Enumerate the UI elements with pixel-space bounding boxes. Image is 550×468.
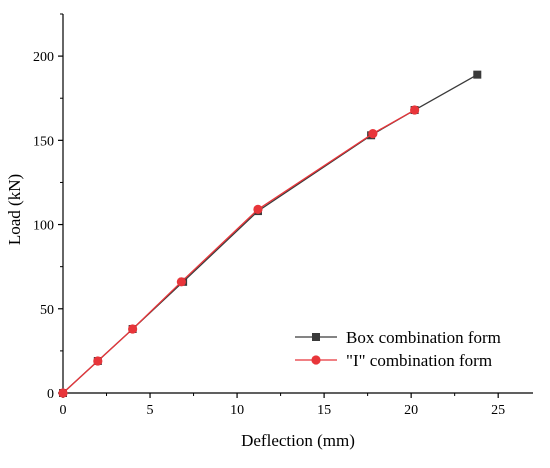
x-tick-label: 10 <box>230 403 244 418</box>
legend-item: "I" combination form <box>295 351 492 370</box>
x-tick-label: 15 <box>317 403 331 418</box>
y-tick-label: 100 <box>33 219 54 234</box>
y-tick-label: 0 <box>47 387 54 402</box>
x-tick-label: 0 <box>60 403 67 418</box>
y-tick-label: 150 <box>33 134 54 149</box>
data-point <box>58 388 68 398</box>
data-point <box>128 324 138 334</box>
data-point <box>176 277 186 287</box>
series-2 <box>58 105 420 398</box>
data-point <box>473 70 482 79</box>
data-point <box>410 105 420 115</box>
legend: Box combination form "I" combination form <box>295 328 501 370</box>
x-tick-label: 25 <box>491 403 505 418</box>
legend-marker <box>311 355 321 365</box>
data-point <box>253 204 263 214</box>
legend-label: "I" combination form <box>346 351 492 370</box>
data-point <box>368 128 378 139</box>
legend-item: Box combination form <box>295 328 501 347</box>
legend-label: Box combination form <box>346 328 501 347</box>
x-tick-label: 20 <box>404 403 418 418</box>
x-tick-label: 5 <box>147 403 154 418</box>
y-tick-label: 200 <box>33 50 54 65</box>
x-axis-title: Deflection (mm) <box>241 431 355 450</box>
axes: 0 5 10 15 20 25 0 50 100 150 200 <box>33 13 533 418</box>
series-1 <box>59 70 482 397</box>
legend-marker <box>312 333 320 341</box>
y-tick-label: 50 <box>40 303 54 318</box>
data-point <box>93 356 103 366</box>
series-layer <box>58 70 482 398</box>
y-axis-title: Load (kN) <box>5 174 24 245</box>
